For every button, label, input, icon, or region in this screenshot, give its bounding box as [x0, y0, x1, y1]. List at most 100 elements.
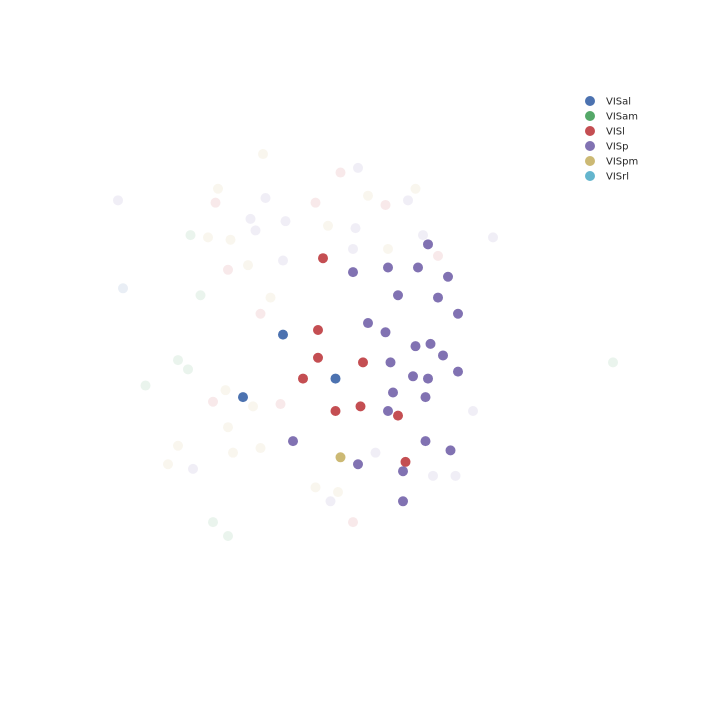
point-visal: [238, 392, 248, 403]
legend-label-visrl: VISrl: [606, 172, 629, 183]
point-vispm-faded: [323, 220, 333, 231]
point-vispm-faded: [213, 183, 223, 194]
point-visp-faded: [245, 213, 256, 224]
point-visp: [385, 357, 396, 368]
legend-marker-visp: [585, 141, 595, 151]
point-visp: [453, 366, 463, 377]
legend-marker-visl: [585, 126, 595, 136]
point-vispm-faded: [203, 232, 213, 243]
legend-label-vispm: VISpm: [606, 157, 638, 168]
legend-marker-visal: [585, 96, 595, 106]
point-vispm-faded: [265, 292, 276, 303]
point-visp: [420, 392, 431, 403]
point-vispm-faded: [220, 385, 231, 396]
point-visl: [298, 373, 308, 384]
point-vispm-faded: [255, 443, 266, 454]
point-vispm-faded: [243, 260, 253, 271]
point-visp-faded: [113, 195, 123, 206]
point-vispm-faded: [410, 183, 421, 194]
legend-item-vispm: VISpm: [585, 156, 638, 168]
legend-label-visam: VISam: [606, 112, 638, 123]
point-visl-faded: [433, 250, 443, 261]
point-vispm-faded: [225, 234, 236, 245]
point-visl: [330, 406, 341, 417]
legend-item-visrl: VISrl: [585, 171, 629, 183]
point-visl-faded: [210, 197, 221, 208]
point-visp: [380, 327, 391, 338]
point-visp: [433, 292, 443, 303]
point-visp-faded: [428, 470, 438, 481]
point-visp: [363, 318, 373, 329]
point-visp: [425, 338, 436, 349]
point-visl-faded: [223, 264, 233, 275]
point-visl: [393, 410, 403, 421]
point-visp: [383, 406, 393, 417]
legend-item-visal: VISal: [585, 96, 631, 108]
point-visp-faded: [488, 232, 498, 243]
point-visp-faded: [353, 162, 363, 173]
point-visl-faded: [275, 399, 286, 410]
legend-item-visam: VISam: [585, 111, 638, 123]
point-vispm-faded: [223, 422, 233, 433]
point-visal-faded: [118, 283, 128, 294]
legend-label-visl: VISl: [606, 127, 625, 138]
point-visp: [438, 350, 448, 361]
point-visal: [278, 329, 288, 340]
point-visp: [443, 271, 453, 282]
point-visam-faded: [140, 380, 151, 391]
point-visp-faded: [418, 230, 428, 241]
point-visl-faded: [310, 197, 321, 208]
point-visp: [398, 496, 408, 507]
point-visam-faded: [195, 290, 206, 301]
point-visp: [353, 459, 363, 470]
point-visp-faded: [370, 447, 381, 458]
point-visp-faded: [280, 216, 291, 227]
point-visp: [423, 239, 433, 250]
point-visp: [410, 341, 421, 352]
point-vispm-faded: [333, 487, 343, 498]
point-visp: [445, 445, 456, 456]
point-visl-faded: [255, 308, 266, 319]
point-vispm-faded: [248, 401, 258, 412]
point-visl: [318, 253, 328, 264]
point-visl: [313, 324, 323, 335]
point-visl-faded: [380, 199, 391, 210]
point-visp-faded: [260, 193, 271, 204]
legend-marker-visam: [585, 111, 595, 121]
point-visp: [383, 262, 393, 273]
point-visp: [423, 373, 433, 384]
point-visal: [330, 373, 341, 384]
point-visp: [388, 387, 398, 398]
point-visp: [348, 267, 358, 278]
legend: VISal VISam VISl VISp VISpm VISrl: [585, 96, 638, 183]
legend-marker-visrl: [585, 171, 595, 181]
point-visam-faded: [173, 355, 183, 366]
point-visl: [400, 456, 411, 467]
point-vispm-faded: [173, 440, 183, 451]
point-visl-faded: [335, 167, 346, 178]
point-vispm-faded: [310, 482, 321, 493]
point-visp-faded: [403, 195, 413, 206]
point-vispm-faded: [363, 190, 373, 201]
point-vispm: [335, 452, 346, 463]
legend-item-visl: VISl: [585, 126, 625, 138]
point-visp-faded: [468, 406, 478, 417]
legend-marker-vispm: [585, 156, 595, 166]
point-visp-faded: [348, 243, 358, 254]
point-visp-faded: [325, 496, 336, 507]
point-visl: [313, 352, 323, 363]
point-visp-faded: [450, 470, 461, 481]
point-visl-faded: [348, 517, 358, 528]
point-visp: [413, 262, 423, 273]
point-visl: [358, 357, 368, 368]
point-visam-faded: [223, 531, 233, 542]
point-visp: [398, 466, 408, 477]
point-visp-faded: [250, 225, 261, 236]
point-visp: [288, 436, 298, 447]
point-visp-faded: [278, 255, 288, 266]
point-vispm-faded: [163, 459, 173, 470]
legend-item-visp: VISp: [585, 141, 629, 153]
point-visp: [453, 308, 463, 319]
legend-label-visp: VISp: [606, 142, 629, 153]
